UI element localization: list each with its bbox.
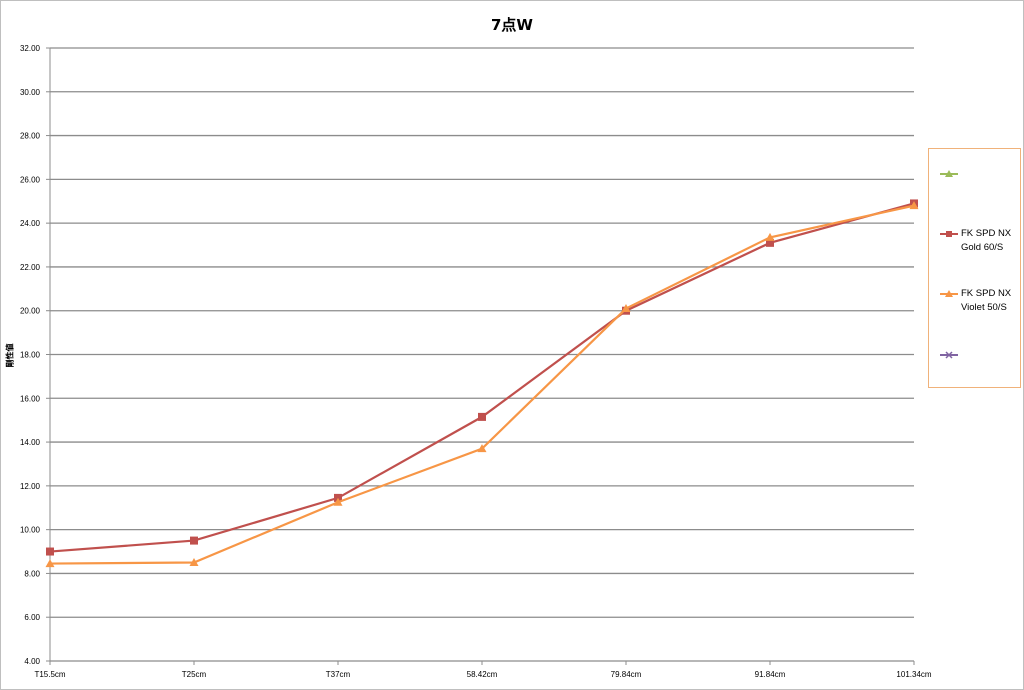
y-tick-label: 4.00 — [24, 657, 40, 666]
series-line-2 — [49, 204, 915, 565]
legend-label: FK SPD NX Gold 60/S — [961, 228, 1012, 253]
data-point-series-2 — [477, 444, 487, 453]
y-tick-label: 22.00 — [20, 263, 41, 272]
legend-marker-x-purple — [939, 348, 959, 360]
y-tick-label: 24.00 — [20, 219, 41, 228]
data-point-series-1 — [190, 536, 198, 545]
y-tick-label: 12.00 — [20, 482, 41, 491]
y-tick-label: 32.00 — [20, 44, 41, 53]
y-tick-label: 18.00 — [20, 351, 41, 360]
x-tick-label: T37cm — [326, 670, 351, 679]
series-line-1 — [49, 202, 915, 553]
legend-label: FK SPD NX Violet 50/S — [961, 288, 1012, 313]
chart-title: 7点W — [491, 16, 533, 34]
x-tick-label: T15.5cm — [34, 670, 65, 679]
x-tick-label: 101.34cm — [896, 670, 931, 679]
data-point-series-1 — [46, 547, 54, 556]
y-tick-label: 8.00 — [24, 569, 40, 578]
data-point-series-2 — [45, 559, 55, 568]
y-tick-label: 30.00 — [20, 88, 41, 97]
data-point-series-2 — [333, 497, 343, 506]
legend-item-violet: FK SPD NX Violet 50/S — [939, 287, 1021, 315]
data-point-series-2 — [765, 232, 775, 241]
legend-item-gold: FK SPD NX Gold 60/S — [939, 227, 1021, 255]
data-point-series-2 — [189, 557, 199, 566]
legend: FK SPD NX Gold 60/S FK SPD NX Violet 50/S — [928, 148, 1021, 388]
y-tick-label: 26.00 — [20, 175, 41, 184]
x-tick-label: 58.42cm — [467, 670, 498, 679]
legend-swatch-marker — [945, 351, 953, 359]
legend-item-series-4 — [939, 348, 1021, 360]
y-tick-label: 20.00 — [20, 307, 41, 316]
legend-swatch — [940, 351, 958, 359]
y-tick-label: 6.00 — [24, 613, 40, 622]
legend-swatch-marker — [945, 290, 953, 297]
y-tick-label: 10.00 — [20, 526, 41, 535]
y-tick-label: 14.00 — [20, 438, 41, 447]
y-tick-label: 16.00 — [20, 394, 41, 403]
legend-marker-square-red — [939, 227, 959, 239]
data-point-series-1 — [478, 412, 486, 421]
data-point-series-2 — [621, 304, 631, 313]
x-tick-label: T25cm — [182, 670, 207, 679]
legend-item-series-1 — [939, 167, 1021, 179]
x-tick-label: 91.84cm — [755, 670, 786, 679]
y-tick-label: 28.00 — [20, 132, 41, 141]
legend-marker-triangle-orange — [939, 287, 959, 299]
x-tick-label: 79.84cm — [611, 670, 642, 679]
legend-swatch-marker — [946, 231, 952, 237]
data-point-series-2 — [909, 201, 919, 210]
legend-marker-triangle-green — [939, 167, 959, 179]
legend-swatch — [940, 231, 958, 237]
legend-swatch — [940, 170, 958, 177]
legend-swatch — [940, 290, 958, 297]
legend-swatch-marker — [945, 170, 953, 177]
